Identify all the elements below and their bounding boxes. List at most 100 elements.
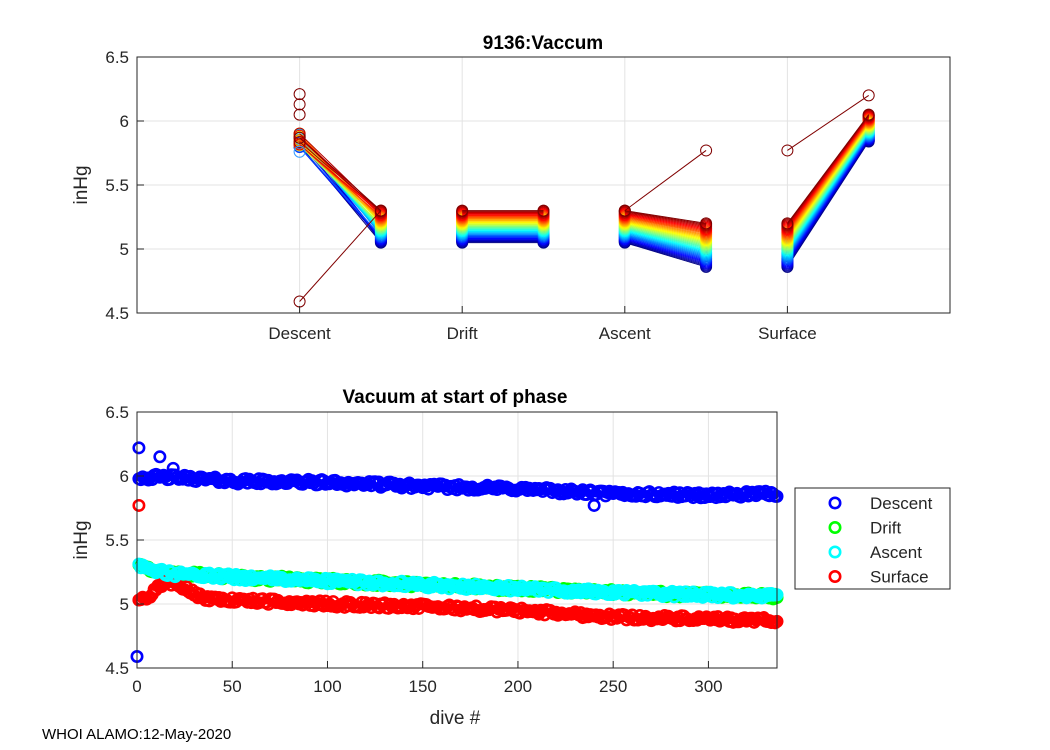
dive-line xyxy=(624,234,707,258)
dive-line xyxy=(624,210,707,226)
dive-marker xyxy=(293,135,306,148)
outlier-marker xyxy=(700,144,713,157)
bottom-y-tick-label: 4.5 xyxy=(105,659,129,678)
top-x-tick-label: Surface xyxy=(758,324,817,343)
dive-marker xyxy=(862,108,875,121)
legend-box xyxy=(794,487,951,590)
phase-group-surface xyxy=(781,89,875,273)
dive-line xyxy=(624,213,707,229)
dive-marker xyxy=(293,98,306,111)
dive-marker xyxy=(537,204,550,217)
dive-line xyxy=(299,137,382,211)
dive-line xyxy=(624,233,707,257)
top-y-label: inHg xyxy=(71,165,92,204)
dive-line xyxy=(624,223,707,242)
top-x-tick-label: Drift xyxy=(447,324,478,343)
outlier-marker xyxy=(781,144,794,157)
legend: Descent Drift Ascent Surface xyxy=(794,487,951,590)
dive-line xyxy=(624,211,707,227)
legend-label-ascent: Ascent xyxy=(870,543,922,562)
dive-line xyxy=(624,219,707,238)
phase-group-ascent xyxy=(618,144,713,273)
outlier-dive-line xyxy=(299,210,382,302)
bottom-y-tick-label: 5.5 xyxy=(105,531,129,550)
outlier-dive-line xyxy=(624,150,707,212)
legend-items: Descent Drift Ascent Surface xyxy=(828,494,933,587)
top-y-tick-label: 5 xyxy=(120,240,129,259)
top-x-tick-label: Ascent xyxy=(599,324,651,343)
dive-line xyxy=(624,224,707,244)
legend-marker-surface xyxy=(828,569,842,583)
bottom-y-label: inHg xyxy=(71,520,92,559)
outlier-marker xyxy=(862,89,875,102)
outlier-point xyxy=(166,461,180,475)
dive-line xyxy=(624,236,707,260)
outlier-point xyxy=(132,498,146,512)
dive-line xyxy=(624,216,707,233)
top-x-tick-label: Descent xyxy=(268,324,331,343)
dive-line xyxy=(624,240,707,266)
outlier-marker xyxy=(618,204,631,217)
bottom-axes: 4.5 5 5.5 6 6.5 0 50 100 150 200 250 300 Vacuum at… xyxy=(71,387,784,729)
dive-line xyxy=(624,217,707,234)
phase-group-drift xyxy=(456,204,550,249)
bottom-x-tick-label: 250 xyxy=(599,677,627,696)
dive-line xyxy=(299,133,382,213)
dive-line xyxy=(624,218,707,236)
dive-line xyxy=(624,215,707,232)
bottom-x-label: dive # xyxy=(430,708,481,729)
dive-line xyxy=(624,212,707,228)
dive-line xyxy=(624,219,707,237)
legend-label-drift: Drift xyxy=(870,519,901,538)
bottom-title: Vacuum at start of phase xyxy=(343,387,568,408)
top-title: 9136:Vaccum xyxy=(483,33,603,54)
top-y-tick-label: 6.5 xyxy=(105,48,129,67)
dive-line xyxy=(624,221,707,240)
outlier-marker xyxy=(374,204,387,217)
dive-line xyxy=(299,146,382,237)
top-y-tick-label: 5.5 xyxy=(105,176,129,195)
dive-line xyxy=(624,237,707,261)
bottom-x-tick-label: 100 xyxy=(313,677,341,696)
series-descent xyxy=(132,441,784,512)
bottom-x-ticks: 0 50 100 150 200 250 300 xyxy=(132,661,723,696)
bottom-y-tick-label: 6.5 xyxy=(105,403,129,422)
dive-line xyxy=(299,144,382,215)
dive-line xyxy=(624,232,707,255)
dive-line xyxy=(624,242,707,268)
bottom-y-tick-label: 5 xyxy=(120,595,129,614)
dive-marker xyxy=(293,145,306,158)
dive-line xyxy=(624,235,707,259)
dive-line xyxy=(624,224,707,243)
top-y-tick-label: 4.5 xyxy=(105,304,129,323)
dive-line xyxy=(624,228,707,249)
dive-marker xyxy=(456,204,469,217)
dive-marker xyxy=(781,217,794,230)
legend-marker-drift xyxy=(828,520,842,534)
dive-line xyxy=(624,210,707,224)
outlier-point xyxy=(153,450,167,464)
bottom-x-tick-label: 150 xyxy=(409,677,437,696)
legend-label-descent: Descent xyxy=(870,494,933,513)
top-x-ticks: Descent Drift Ascent Surface xyxy=(268,306,817,343)
dive-line xyxy=(624,228,707,250)
dive-line xyxy=(624,241,707,267)
series-ascent xyxy=(132,557,784,605)
top-y-tick-label: 6 xyxy=(120,112,129,131)
dive-marker xyxy=(293,108,306,121)
bottom-x-tick-label: 300 xyxy=(694,677,722,696)
dive-line xyxy=(624,239,707,265)
bottom-x-tick-label: 0 xyxy=(132,677,141,696)
top-y-ticks: 4.5 5 5.5 6 6.5 xyxy=(105,48,144,323)
dive-marker xyxy=(700,217,713,230)
dive-line xyxy=(624,231,707,253)
bottom-x-tick-label: 50 xyxy=(223,677,242,696)
dive-line xyxy=(624,230,707,252)
dive-line xyxy=(624,225,707,246)
bottom-x-tick-label: 200 xyxy=(504,677,532,696)
dive-line xyxy=(624,227,707,248)
outlier-point xyxy=(132,441,146,455)
dive-line xyxy=(624,226,707,247)
phase-group-descent xyxy=(293,88,387,308)
